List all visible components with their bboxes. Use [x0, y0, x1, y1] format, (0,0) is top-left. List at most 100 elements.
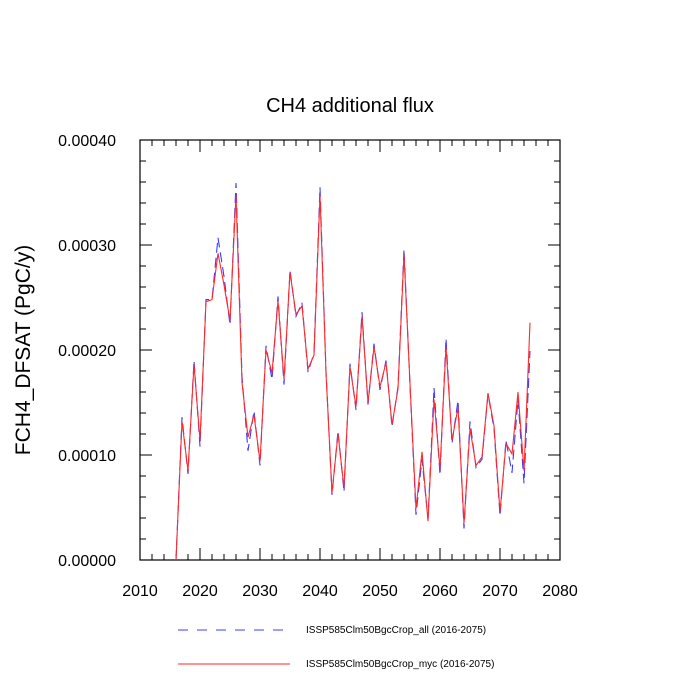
data-point-myc	[313, 355, 314, 356]
data-point-myc	[499, 511, 500, 512]
data-point-myc	[385, 362, 386, 363]
data-point-myc	[403, 254, 404, 255]
data-point-myc	[199, 440, 200, 441]
data-point-all	[475, 467, 476, 468]
data-point-myc	[445, 346, 446, 347]
data-point-myc	[265, 349, 266, 350]
data-point-all	[499, 515, 500, 516]
data-point-myc	[331, 492, 332, 493]
y-tick-label: 0.00010	[58, 448, 116, 465]
data-point-myc	[337, 433, 338, 434]
data-point-myc	[259, 461, 260, 462]
data-point-myc	[439, 468, 440, 469]
data-point-myc	[511, 453, 512, 454]
data-point-all	[307, 371, 308, 372]
data-point-myc	[343, 487, 344, 488]
data-point-myc	[325, 373, 326, 374]
data-point-all	[319, 187, 320, 188]
data-point-all	[331, 494, 332, 495]
data-point-myc	[421, 451, 422, 452]
data-point-all	[355, 409, 356, 410]
data-point-all	[223, 276, 224, 277]
data-point-all	[367, 404, 368, 405]
legend-label-all: ISSP585Clm50BgcCrop_all (2016-2075)	[306, 625, 486, 636]
series-layer	[175, 182, 531, 561]
data-point-myc	[457, 407, 458, 408]
data-point-all	[289, 270, 290, 271]
data-point-myc	[409, 383, 410, 384]
data-point-all	[181, 417, 182, 418]
y-axis-label: FCH4_DFSAT (PgC/y)	[12, 245, 35, 455]
data-point-all	[235, 182, 236, 183]
data-point-myc	[349, 366, 350, 367]
chart-title: CH4 additional flux	[266, 95, 434, 117]
data-point-all	[415, 514, 416, 515]
data-point-myc	[235, 195, 236, 196]
data-point-myc	[433, 399, 434, 400]
data-point-all	[385, 360, 386, 361]
data-point-all	[349, 363, 350, 364]
data-point-all	[445, 338, 446, 339]
x-tick-label: 2080	[542, 583, 578, 600]
data-point-all	[199, 446, 200, 447]
data-point-myc	[187, 470, 188, 471]
y-tick-label: 0.00030	[58, 238, 116, 255]
data-point-myc	[451, 440, 452, 441]
data-point-all	[469, 421, 470, 422]
data-point-myc	[487, 392, 488, 393]
data-point-all	[229, 324, 230, 325]
data-point-all	[379, 389, 380, 390]
legend-label-myc: ISSP585Clm50BgcCrop_myc (2016-2075)	[306, 659, 494, 670]
data-point-all	[187, 473, 188, 474]
data-point-myc	[277, 300, 278, 301]
data-point-myc	[193, 364, 194, 365]
series-line-all	[175, 183, 531, 561]
data-point-all	[295, 316, 296, 317]
data-point-myc	[211, 299, 212, 300]
data-point-all	[523, 483, 524, 484]
y-tick-label: 0.00020	[58, 343, 116, 360]
x-axis: 2010 2020 2030 2040 2050 2060 2070 2080	[122, 140, 578, 600]
data-point-myc	[493, 425, 494, 426]
x-tick-label: 2050	[362, 583, 398, 600]
data-point-all	[277, 296, 278, 297]
data-point-all	[505, 440, 506, 441]
data-point-all	[451, 443, 452, 444]
y-tick-label: 0.00040	[58, 133, 116, 150]
data-point-myc	[427, 521, 428, 522]
data-point-myc	[463, 523, 464, 524]
data-point-all	[205, 299, 206, 300]
data-point-myc	[217, 253, 218, 254]
data-point-myc	[283, 379, 284, 380]
data-point-myc	[289, 272, 290, 273]
data-point-myc	[529, 322, 530, 323]
data-point-myc	[481, 457, 482, 458]
data-point-myc	[475, 465, 476, 466]
data-point-myc	[397, 388, 398, 389]
data-point-all	[403, 249, 404, 250]
x-tick-label: 2040	[302, 583, 338, 600]
data-point-myc	[415, 508, 416, 509]
data-point-all	[247, 450, 248, 451]
data-point-all	[271, 379, 272, 380]
data-point-myc	[223, 284, 224, 285]
x-tick-label: 2070	[482, 583, 518, 600]
data-point-myc	[361, 316, 362, 317]
data-point-myc	[373, 346, 374, 347]
data-point-all	[283, 384, 284, 385]
data-point-all	[343, 491, 344, 492]
data-point-all	[301, 302, 302, 303]
data-point-myc	[307, 368, 308, 369]
data-point-myc	[205, 301, 206, 302]
data-point-all	[457, 400, 458, 401]
data-point-myc	[229, 320, 230, 321]
data-point-myc	[295, 314, 296, 315]
data-point-all	[337, 430, 338, 431]
x-tick-label: 2020	[182, 583, 218, 600]
legend: ISSP585Clm50BgcCrop_all (2016-2075) ISSP…	[178, 625, 494, 670]
x-tick-label: 2030	[242, 583, 278, 600]
data-point-myc	[523, 470, 524, 471]
data-point-myc	[469, 428, 470, 429]
data-point-myc	[367, 402, 368, 403]
data-point-all	[265, 345, 266, 346]
